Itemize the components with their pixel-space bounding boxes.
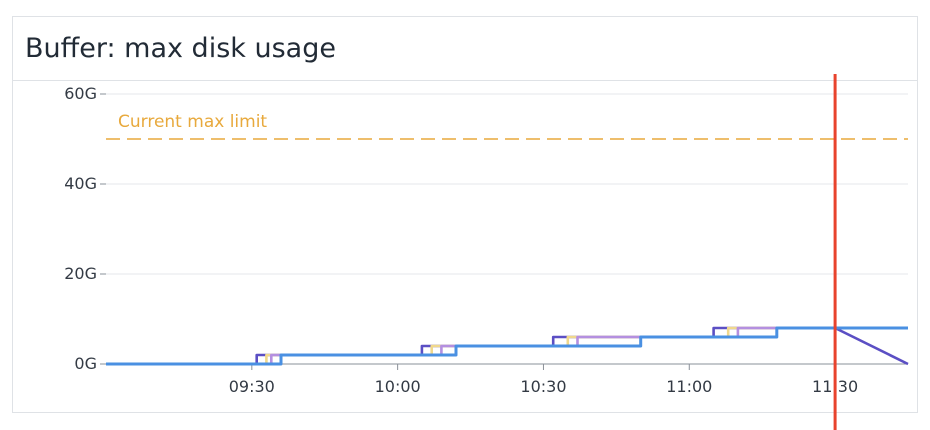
panel-header: Buffer: max disk usage bbox=[13, 17, 917, 81]
threshold: Current max limit bbox=[106, 112, 908, 140]
y-tick-label: 60G bbox=[64, 84, 97, 103]
gridlines bbox=[106, 93, 908, 365]
y-tick-label: 20G bbox=[64, 264, 97, 283]
panel-title: Buffer: max disk usage bbox=[25, 33, 336, 64]
y-axis: 0G 20G 40G 60G bbox=[64, 84, 106, 373]
series-line-4 bbox=[106, 326, 908, 366]
x-tick-label: 10:30 bbox=[520, 377, 566, 396]
y-tick-label: 0G bbox=[74, 354, 97, 373]
threshold-label: Current max limit bbox=[118, 112, 267, 132]
series-group bbox=[106, 326, 909, 366]
x-tick-label: 10:00 bbox=[375, 377, 421, 396]
y-tick-label: 40G bbox=[64, 174, 97, 193]
x-tick-label: 11:00 bbox=[666, 377, 712, 396]
x-tick-label: 09:30 bbox=[229, 377, 275, 396]
